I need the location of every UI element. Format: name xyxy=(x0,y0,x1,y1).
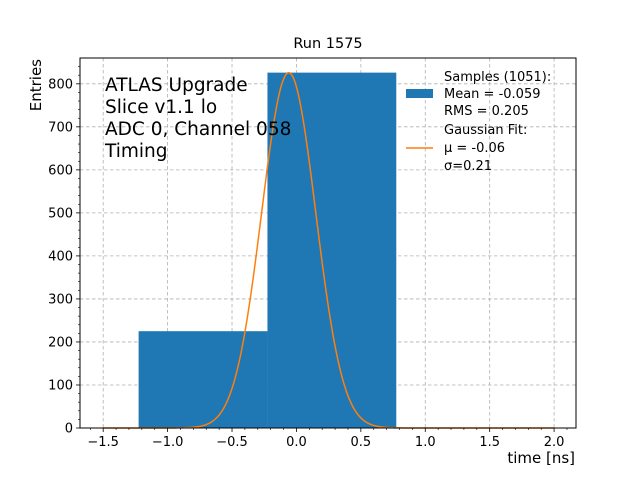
annotation-line: Slice v1.1 lo xyxy=(105,97,217,118)
y-tick-label: 200 xyxy=(48,335,73,350)
x-tick-label: −1.5 xyxy=(87,435,119,450)
x-tick-label: 1.0 xyxy=(415,435,436,450)
annotation-line: ATLAS Upgrade xyxy=(105,75,248,96)
y-tick-label: 700 xyxy=(48,120,73,135)
x-axis-label: time [ns] xyxy=(507,449,575,467)
legend-samples-text: RMS = 0.205 xyxy=(444,104,529,119)
chart-title: Run 1575 xyxy=(293,36,362,52)
y-tick-label: 500 xyxy=(48,206,73,221)
y-tick-label: 800 xyxy=(48,77,73,92)
legend-samples-swatch xyxy=(406,89,433,98)
plot-frame xyxy=(79,57,577,429)
y-tick-label: 400 xyxy=(48,249,73,264)
legend-samples-text: Samples (1051): xyxy=(444,70,551,85)
x-tick-label: −1.0 xyxy=(152,435,184,450)
y-tick-label: 600 xyxy=(48,163,73,178)
legend-fit-text: μ = -0.06 xyxy=(444,141,505,156)
legend-fit-text: Gaussian Fit: xyxy=(444,123,527,138)
annotation-line: Timing xyxy=(104,141,168,162)
y-tick-label: 100 xyxy=(48,378,73,393)
x-tick-label: 0.5 xyxy=(351,435,372,450)
legend: Samples (1051): Mean = -0.059 RMS = 0.20… xyxy=(406,70,551,174)
x-tick-label: 0.0 xyxy=(286,435,307,450)
histogram-bar xyxy=(267,72,397,429)
ticks: −1.5 −1.0 −0.5 0.0 0.5 1.0 1.5 2.0 0 100 200 300 400… xyxy=(48,66,568,450)
x-tick-label: −0.5 xyxy=(216,435,248,450)
x-tick-label: 2.0 xyxy=(544,435,565,450)
x-tick-label: 1.5 xyxy=(479,435,500,450)
legend-fit-text: σ=0.21 xyxy=(444,159,492,174)
bars xyxy=(138,72,397,429)
y-tick-label: 0 xyxy=(65,422,73,437)
histogram-bar xyxy=(138,331,268,428)
y-axis-label: Entries xyxy=(27,59,45,111)
y-tick-label: 300 xyxy=(48,292,73,307)
legend-samples-text: Mean = -0.059 xyxy=(444,87,540,102)
annotation-line: ADC 0, Channel 058 xyxy=(105,119,291,140)
